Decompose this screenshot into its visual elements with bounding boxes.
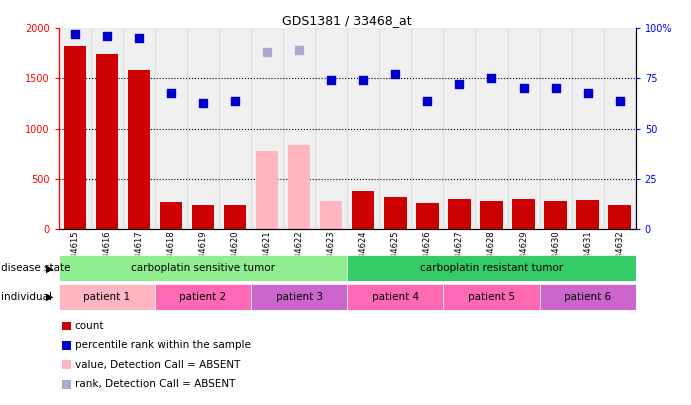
Bar xyxy=(128,70,150,229)
Bar xyxy=(59,284,155,310)
Text: patient 3: patient 3 xyxy=(276,292,323,302)
Text: patient 1: patient 1 xyxy=(83,292,131,302)
Bar xyxy=(224,205,246,229)
Bar xyxy=(444,28,475,229)
Point xyxy=(358,77,369,84)
Point xyxy=(69,31,80,38)
Text: carboplatin resistant tumor: carboplatin resistant tumor xyxy=(420,263,563,273)
Point xyxy=(165,89,176,96)
Text: disease state: disease state xyxy=(1,263,70,273)
Point xyxy=(390,71,401,78)
Bar xyxy=(540,28,571,229)
Bar xyxy=(576,200,599,229)
Bar xyxy=(288,145,310,229)
Bar xyxy=(251,28,283,229)
Bar xyxy=(609,205,631,229)
Bar xyxy=(416,203,439,229)
Bar xyxy=(448,199,471,229)
Text: rank, Detection Call = ABSENT: rank, Detection Call = ABSENT xyxy=(75,379,235,389)
Bar xyxy=(256,151,278,229)
Bar xyxy=(507,28,540,229)
Point xyxy=(325,77,337,84)
Bar xyxy=(348,284,444,310)
Bar xyxy=(348,255,636,281)
Point xyxy=(518,85,529,92)
Bar xyxy=(123,28,155,229)
Point xyxy=(582,89,593,96)
Bar xyxy=(283,28,315,229)
Bar xyxy=(475,28,507,229)
Text: patient 6: patient 6 xyxy=(564,292,612,302)
Text: patient 2: patient 2 xyxy=(180,292,227,302)
Bar xyxy=(545,201,567,229)
Point xyxy=(133,35,144,42)
Bar xyxy=(192,205,214,229)
Bar xyxy=(219,28,251,229)
Point xyxy=(422,97,433,104)
Bar xyxy=(604,28,636,229)
Bar xyxy=(95,54,118,229)
Bar xyxy=(384,197,406,229)
Bar xyxy=(352,191,375,229)
Point xyxy=(229,97,240,104)
Bar xyxy=(155,28,187,229)
Text: ▶: ▶ xyxy=(46,292,54,302)
Text: patient 5: patient 5 xyxy=(468,292,515,302)
Bar xyxy=(480,201,502,229)
Bar xyxy=(347,28,379,229)
Point xyxy=(262,49,273,55)
Text: value, Detection Call = ABSENT: value, Detection Call = ABSENT xyxy=(75,360,240,370)
Bar xyxy=(411,28,444,229)
Point xyxy=(614,97,625,104)
Bar xyxy=(59,28,91,229)
Bar xyxy=(59,255,347,281)
Text: count: count xyxy=(75,321,104,331)
Bar xyxy=(160,202,182,229)
Text: carboplatin sensitive tumor: carboplatin sensitive tumor xyxy=(131,263,275,273)
Bar xyxy=(444,284,540,310)
Point xyxy=(294,47,305,53)
Text: ▶: ▶ xyxy=(46,263,54,273)
Bar xyxy=(187,28,219,229)
Text: percentile rank within the sample: percentile rank within the sample xyxy=(75,341,251,350)
Bar xyxy=(155,284,251,310)
Bar xyxy=(251,284,347,310)
Bar xyxy=(315,28,347,229)
Bar xyxy=(571,28,604,229)
Text: individual: individual xyxy=(1,292,52,302)
Bar xyxy=(320,201,343,229)
Bar xyxy=(540,284,636,310)
Point xyxy=(454,81,465,88)
Point xyxy=(486,75,497,82)
Point xyxy=(550,85,561,92)
Text: patient 4: patient 4 xyxy=(372,292,419,302)
Bar xyxy=(64,47,86,229)
Title: GDS1381 / 33468_at: GDS1381 / 33468_at xyxy=(283,14,412,27)
Bar xyxy=(379,28,411,229)
Point xyxy=(198,99,209,106)
Point xyxy=(102,33,113,40)
Bar xyxy=(512,199,535,229)
Bar xyxy=(91,28,123,229)
